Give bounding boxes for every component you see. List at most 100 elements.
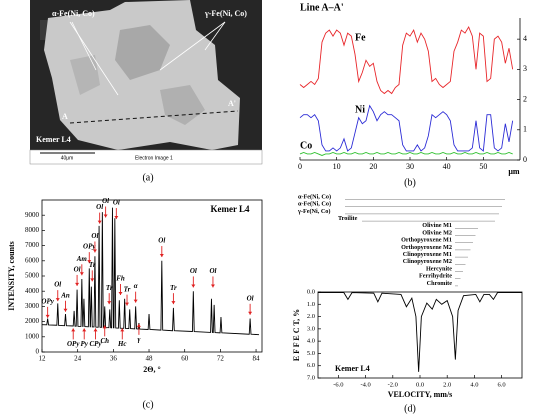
caption: (d) — [404, 403, 416, 414]
arrow — [71, 21, 97, 71]
arrow-head — [55, 298, 60, 302]
x-tick-label: 2.0 — [443, 381, 451, 388]
x-tick-label: -6.0 — [333, 381, 343, 388]
x-tick-label: 40 — [443, 162, 451, 171]
arrow-head — [103, 214, 108, 218]
peak-label: OPy — [83, 243, 96, 251]
series-label: Fe — [355, 32, 366, 43]
arrow-head — [63, 308, 68, 312]
y-tick-label: 3.0 — [307, 325, 315, 332]
x-tick-label: 50 — [479, 162, 487, 171]
y-tick-label: 1.0 — [307, 301, 315, 308]
x-axis-label: VELOCITY, mm/s — [388, 390, 453, 399]
scale-label: 40μm — [61, 155, 74, 161]
peak-label: Fh — [116, 275, 125, 283]
component-label: Hercynite — [426, 265, 452, 272]
arrow-head — [133, 299, 138, 303]
phase-label: γ-Fe(Ni, Co) — [204, 9, 247, 18]
x-tick-label: 84 — [253, 355, 261, 363]
phase-label: α-Fe(Ni, Co) — [52, 9, 95, 18]
y-tick-label: 2000 — [25, 317, 40, 325]
arrow-head — [159, 254, 164, 258]
x-tick-label: 10 — [333, 162, 341, 171]
arrow-head — [136, 323, 141, 327]
arrow — [159, 21, 226, 71]
series-line — [41, 207, 260, 336]
component-label: Orthopyroxene M1 — [401, 237, 452, 244]
peak-label: Hc — [117, 340, 127, 348]
y-tick-label: 0.0 — [307, 288, 315, 295]
x-tick-label: 30 — [406, 162, 414, 171]
point-label: A — [62, 112, 68, 121]
y-tick-label: 0 — [523, 155, 527, 164]
x-tick-label: 0 — [298, 162, 302, 171]
peak-label: Ol — [247, 294, 254, 302]
gamma-phase — [70, 55, 100, 95]
peak-label: Ol — [102, 197, 109, 205]
y-tick-label: 6000 — [25, 256, 40, 264]
series-line — [299, 151, 513, 156]
x-axis-label: 2Θ, ° — [143, 365, 160, 374]
arrow-head — [87, 260, 92, 264]
arrow-head — [248, 311, 253, 315]
component-label: Olivine M1 — [422, 222, 452, 229]
peak-label: α — [134, 282, 138, 290]
y-tick-label: 4000 — [25, 287, 40, 295]
line-a-a — [69, 110, 239, 124]
peak-label: Ol — [96, 203, 103, 211]
arrow-head — [90, 278, 95, 282]
chart-title: Line A–A' — [300, 2, 344, 13]
y-tick-label: 1000 — [25, 332, 40, 340]
component-label: α-Fe(Ni, Co) — [298, 193, 331, 200]
arrow — [204, 21, 226, 51]
y-tick-label: 5.0 — [307, 350, 315, 357]
arrow-head — [114, 216, 119, 220]
caption: (c) — [142, 399, 153, 410]
caption: (b) — [404, 177, 416, 188]
peak-label: Am — [76, 255, 88, 263]
series-line — [299, 104, 514, 152]
y-tick-label: 6.0 — [307, 362, 315, 369]
x-tick-label: -2.0 — [388, 381, 398, 388]
arrow-head — [82, 328, 87, 332]
peak-label: γ — [137, 335, 140, 343]
peak-label: Tr — [124, 285, 131, 293]
peak-label: OPy — [67, 340, 80, 348]
arrow-head — [191, 284, 196, 288]
y-tick-label: 3000 — [25, 302, 40, 310]
component-label: γ-Fe(Ni, Co) — [297, 208, 330, 215]
peak-label: Ol — [158, 237, 165, 245]
peak-label: Tr — [170, 284, 177, 292]
y-tick-label: 4.0 — [307, 338, 315, 345]
peak-label: Tr — [89, 261, 96, 269]
arrow-head — [107, 301, 112, 305]
component-label: Chromite — [427, 280, 453, 287]
sample-label: Kemer L4 — [36, 135, 71, 144]
arrow-head — [71, 328, 76, 332]
image-label: Electron Image 1 — [135, 155, 173, 161]
annotation: Kemer L4 — [335, 364, 370, 373]
x-tick-label: 48 — [146, 355, 154, 363]
y-tick-label: 2.0 — [307, 313, 315, 320]
x-tick-label: 6.0 — [498, 381, 506, 388]
peak-label: CPy — [89, 340, 102, 348]
y-axis-label: INTENSITY, counts — [7, 241, 16, 311]
peak-label: Ol — [74, 266, 81, 274]
component-label: Olivine M2 — [422, 229, 452, 236]
y-tick-label: 9000 — [25, 211, 40, 219]
arrow-head — [75, 282, 80, 286]
component-label: Troilite — [338, 215, 358, 222]
peak-label: Tr — [106, 284, 113, 292]
x-axis-label: μm — [508, 167, 520, 176]
peak-label: Ol — [190, 267, 197, 275]
arrow-head — [92, 249, 97, 253]
x-tick-label: 12 — [39, 355, 47, 363]
y-tick-label: 7000 — [25, 241, 40, 249]
y-axis-label: E F F E C T, % — [292, 309, 301, 361]
series-label: Co — [300, 140, 312, 151]
gamma-phase — [160, 85, 205, 125]
x-tick-label: 0.0 — [416, 381, 424, 388]
y-tick-label: 0 — [36, 348, 40, 356]
y-tick-label: 8000 — [25, 226, 40, 234]
caption: (a) — [142, 172, 153, 183]
